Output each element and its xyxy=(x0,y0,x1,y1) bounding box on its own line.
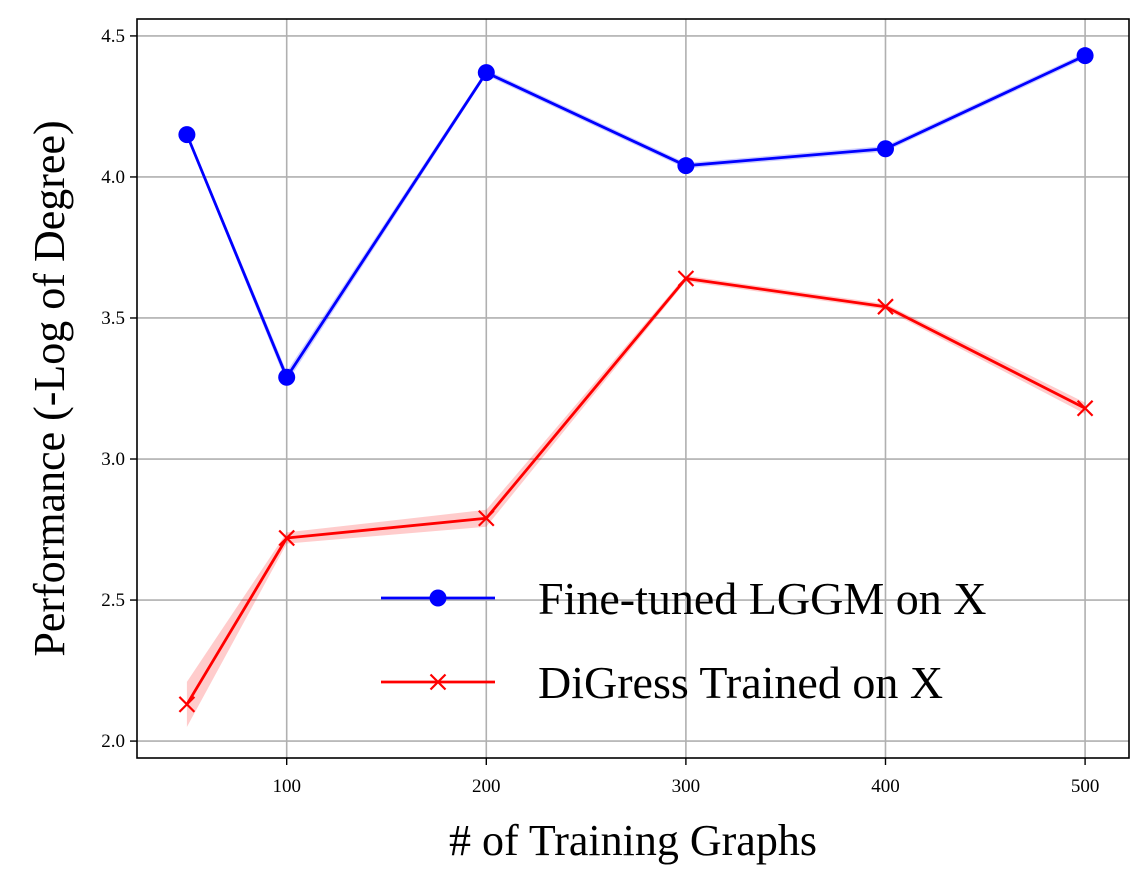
confidence-bands xyxy=(186,52,1086,727)
y-tick-label: 2.5 xyxy=(101,590,125,611)
y-tick-label: 3.0 xyxy=(101,449,125,470)
line-series-1 xyxy=(185,277,1086,706)
y-tick-label: 4.0 xyxy=(101,167,125,188)
point-series-0 xyxy=(278,368,296,386)
x-axis-label: # of Training Graphs xyxy=(449,816,817,865)
x-tick-label: 400 xyxy=(871,776,900,797)
legend-label-digress: DiGress Trained on X xyxy=(538,657,943,708)
legend: Fine-tuned LGGM on X DiGress Trained on … xyxy=(381,573,986,708)
y-tick-label: 3.5 xyxy=(101,308,125,329)
series-markers xyxy=(178,47,1094,713)
point-series-1 xyxy=(478,509,495,527)
line-series-0 xyxy=(185,54,1086,379)
point-series-1 xyxy=(877,298,894,315)
y-axis-label: Performance (-Log of Degree) xyxy=(25,120,74,656)
legend-marker-point xyxy=(429,673,447,691)
point-series-0 xyxy=(1076,47,1094,65)
x-tick-label: 500 xyxy=(1071,776,1100,797)
grid xyxy=(137,19,1129,758)
y-axis: 2.0 2.5 3.0 3.5 4.0 4.5 xyxy=(101,26,137,752)
x-tick-label: 200 xyxy=(472,776,501,797)
point-series-1 xyxy=(677,270,695,287)
x-axis: 100 200 300 400 500 xyxy=(272,758,1099,797)
x-tick-label: 300 xyxy=(672,776,701,797)
legend-entry-digress: DiGress Trained on X xyxy=(381,657,943,708)
series-lines xyxy=(185,54,1086,706)
y-tick-label: 2.0 xyxy=(101,731,125,752)
point-series-0 xyxy=(477,64,495,82)
point-series-0 xyxy=(677,157,695,175)
plot-frame xyxy=(136,18,1130,759)
legend-label-lggm: Fine-tuned LGGM on X xyxy=(538,573,986,624)
legend-marker-digress xyxy=(429,673,447,691)
point-series-1 xyxy=(178,696,196,713)
y-tick-label: 4.5 xyxy=(101,26,125,47)
point-series-0 xyxy=(178,126,196,144)
legend-marker-point xyxy=(429,589,447,607)
x-tick-label: 100 xyxy=(272,776,301,797)
band-series-0 xyxy=(186,52,1086,383)
point-series-0 xyxy=(876,140,894,158)
point-series-1 xyxy=(1076,399,1094,417)
legend-entry-lggm: Fine-tuned LGGM on X xyxy=(381,573,986,624)
point-series-1 xyxy=(278,529,295,547)
legend-marker-lggm xyxy=(429,589,447,607)
